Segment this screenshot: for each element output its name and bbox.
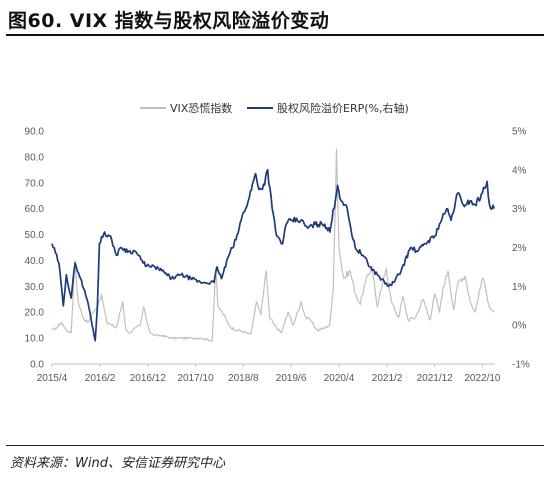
legend: VIX恐慌指数 股权风险溢价ERP(%,右轴) — [140, 101, 409, 115]
x-tick-label: 2020/4 — [324, 373, 355, 384]
y-left-tick-label: 70.0 — [25, 178, 45, 189]
x-tick-label: 2022/10 — [464, 373, 501, 384]
y-right-tick-label: 2% — [512, 243, 527, 254]
x-tick-label: 2021/2 — [372, 373, 403, 384]
y-left-tick-label: 10.0 — [25, 334, 45, 345]
legend-erp-label: 股权风险溢价ERP(%,右轴) — [277, 101, 409, 115]
y-left-tick-label: 90.0 — [25, 127, 45, 138]
x-tick-label: 2018/8 — [228, 373, 259, 384]
title-rule — [6, 34, 544, 36]
y-right-tick-label: 0% — [512, 321, 527, 332]
x-tick-label: 2016/12 — [130, 373, 167, 384]
y-right-tick-label: -1% — [512, 360, 530, 371]
y-left-tick-label: 0.0 — [30, 360, 44, 371]
y-right-tick-label: 1% — [512, 282, 527, 293]
y-left-tick-label: 50.0 — [25, 230, 45, 241]
y-left-tick-label: 60.0 — [25, 204, 45, 215]
source-note: 资料来源：Wind、安信证券研究中心 — [10, 456, 225, 471]
legend-vix-label: VIX恐慌指数 — [170, 101, 232, 115]
y-left-tick-label: 80.0 — [25, 152, 45, 163]
y-left-tick-label: 40.0 — [25, 256, 45, 267]
vix-line — [51, 148, 495, 342]
y-right-tick-label: 4% — [512, 165, 527, 176]
x-tick-label: 2016/2 — [85, 373, 116, 384]
y-right-tick-label: 3% — [512, 204, 527, 215]
axes: 0.0 10.0 20.0 30.0 40.0 50.0 60.0 70.0 80.0 90.0 -… — [25, 127, 530, 385]
erp-line — [51, 168, 496, 342]
x-tick-label: 2021/12 — [417, 373, 454, 384]
y-left-tick-label: 20.0 — [25, 308, 45, 319]
source-rule — [6, 445, 544, 446]
series-vix — [51, 148, 495, 342]
series-erp — [51, 168, 496, 342]
y-right-tick-label: 5% — [512, 127, 527, 138]
x-tick-label: 2019/6 — [276, 373, 307, 384]
chart-title: 图60. VIX 指数与股权风险溢价变动 — [8, 10, 330, 32]
y-left-tick-label: 30.0 — [25, 282, 45, 293]
x-tick-label: 2017/10 — [178, 373, 215, 384]
x-tick-label: 2015/4 — [37, 373, 68, 384]
